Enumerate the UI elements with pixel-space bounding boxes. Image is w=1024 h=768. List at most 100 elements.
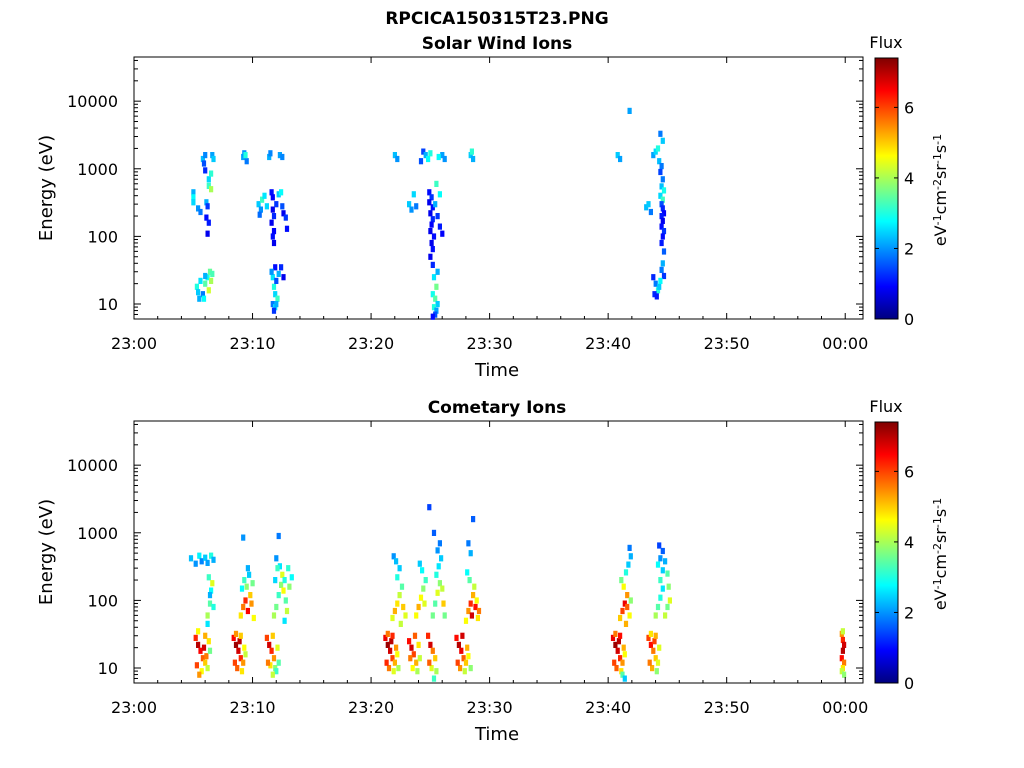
y-axis: 10 100 1000 10000 xyxy=(67,59,863,320)
spectrogram-cell xyxy=(200,155,205,163)
spectrogram-cell xyxy=(839,655,844,662)
spectrogram-cell xyxy=(429,221,434,228)
spectrogram-cell xyxy=(660,547,665,555)
spectrogram-cell xyxy=(430,647,435,654)
spectrogram-cell xyxy=(389,638,394,645)
spectrogram-cell xyxy=(658,277,663,284)
spectrogram-cell xyxy=(456,641,461,648)
spectrogram-cell xyxy=(627,612,632,619)
spectrogram-cell xyxy=(428,150,433,157)
plot-area xyxy=(133,420,864,684)
spectrogram-cell xyxy=(476,607,482,615)
spectrogram-cell xyxy=(191,189,196,196)
spectrogram-cell xyxy=(653,612,658,619)
spectrogram-cell xyxy=(270,274,275,281)
spectrogram-cell xyxy=(273,264,278,271)
spectrogram-cell xyxy=(196,289,201,296)
spectrogram-cell xyxy=(430,313,435,320)
spectrogram-cell xyxy=(207,600,213,607)
spectrogram-cell xyxy=(651,647,656,654)
spectrogram-cell xyxy=(269,219,274,226)
spectrogram-cell xyxy=(281,210,286,217)
spectrogram-cell xyxy=(421,585,426,592)
spectrogram-cell xyxy=(197,552,202,559)
spectrogram-cell xyxy=(245,565,250,572)
spectrogram-cell xyxy=(660,585,665,592)
x-axis-label: Time xyxy=(474,724,519,745)
x-tick-label: 23:30 xyxy=(467,698,513,717)
spectrogram-cell xyxy=(248,592,253,599)
spectrogram-cell xyxy=(442,155,447,163)
spectrogram-cell xyxy=(430,204,435,211)
spectrogram-cell xyxy=(620,607,625,615)
spectrogram-cell xyxy=(619,668,624,675)
spectrogram-cell xyxy=(271,283,277,290)
y-axis-label: Energy (eV) xyxy=(36,135,57,241)
spectrogram-cell xyxy=(239,585,245,592)
spectrogram-cell xyxy=(468,152,473,159)
spectrogram-cell xyxy=(468,600,473,607)
spectrogram-cell xyxy=(394,644,399,651)
x-tick-label: 00:00 xyxy=(822,698,868,717)
spectrogram-cell xyxy=(612,659,617,666)
spectrogram-cell xyxy=(426,632,431,639)
spectrogram-cell xyxy=(658,130,663,137)
spectrogram-cell xyxy=(663,558,668,565)
spectrogram-cell xyxy=(431,274,437,281)
y-tick-label: 1000 xyxy=(77,160,118,179)
spectrogram-cell xyxy=(239,668,245,675)
spectrogram-cell xyxy=(430,291,435,298)
spectrogram-cell xyxy=(398,620,403,627)
spectrogram-cell xyxy=(655,659,661,666)
spectrogram-cell xyxy=(620,659,625,666)
spectrogram-cell xyxy=(267,641,272,648)
spectrogram-cell xyxy=(277,152,282,159)
spectrogram-cell xyxy=(433,655,438,662)
spectrogram-cell xyxy=(395,574,400,581)
spectrogram-cell xyxy=(191,199,196,206)
spectrogram-cell xyxy=(474,597,479,604)
spectrogram-cell xyxy=(392,659,397,666)
spectrogram-cell xyxy=(391,668,396,675)
spectrogram-cell xyxy=(233,630,239,637)
spectrogram-cell xyxy=(434,668,439,675)
spectrogram-cell xyxy=(203,272,208,280)
colorbar-label: eV-1cm-2sr-1s-1 xyxy=(931,134,950,246)
spectrogram-cell xyxy=(275,644,280,651)
spectrogram-cell xyxy=(203,632,208,639)
spectrogram-cell xyxy=(408,655,413,662)
spectrogram-cell xyxy=(409,644,414,651)
colorbar-cometary: Flux 0 2 4 6 eV-1cm-2sr-1s-1 xyxy=(869,397,950,693)
spectrogram-cell xyxy=(249,600,254,607)
spectrogram-cell xyxy=(411,651,416,658)
spectrogram-cell xyxy=(627,107,632,114)
spectrogram-cell xyxy=(274,668,279,675)
spectrogram-cell xyxy=(660,567,665,574)
spectrogram-cell xyxy=(473,603,478,611)
spectrogram-cell xyxy=(273,577,278,584)
spectrogram-cell xyxy=(241,603,246,611)
spectrogram-cell xyxy=(403,612,408,619)
spectrogram-cell xyxy=(610,634,616,641)
spectrogram-cell xyxy=(242,577,247,584)
spectrogram-cell xyxy=(197,295,202,302)
spectrogram-cell xyxy=(281,274,286,281)
y-tick-label: 10000 xyxy=(67,456,118,475)
spectrogram-cell xyxy=(204,199,209,206)
spectrogram-cell xyxy=(209,277,214,284)
spectrogram-cell xyxy=(241,659,246,666)
spectrogram-cell xyxy=(274,603,279,611)
spectrogram-cell xyxy=(209,552,214,559)
spectrogram-cell xyxy=(206,287,211,294)
spectrogram-cell xyxy=(468,550,473,557)
spectrogram-cell xyxy=(658,577,663,584)
y-tick-label: 10000 xyxy=(67,92,118,111)
spectrogram-cell xyxy=(657,644,662,651)
spectrogram-cell xyxy=(437,540,442,547)
spectrogram-cell xyxy=(271,612,277,619)
colorbar-tick-label: 0 xyxy=(904,310,914,329)
panel-title: Cometary Ions xyxy=(428,398,567,418)
spectrogram-cell xyxy=(410,665,415,672)
spectrogram-cell xyxy=(399,583,405,590)
spectrogram-cell xyxy=(430,246,435,253)
